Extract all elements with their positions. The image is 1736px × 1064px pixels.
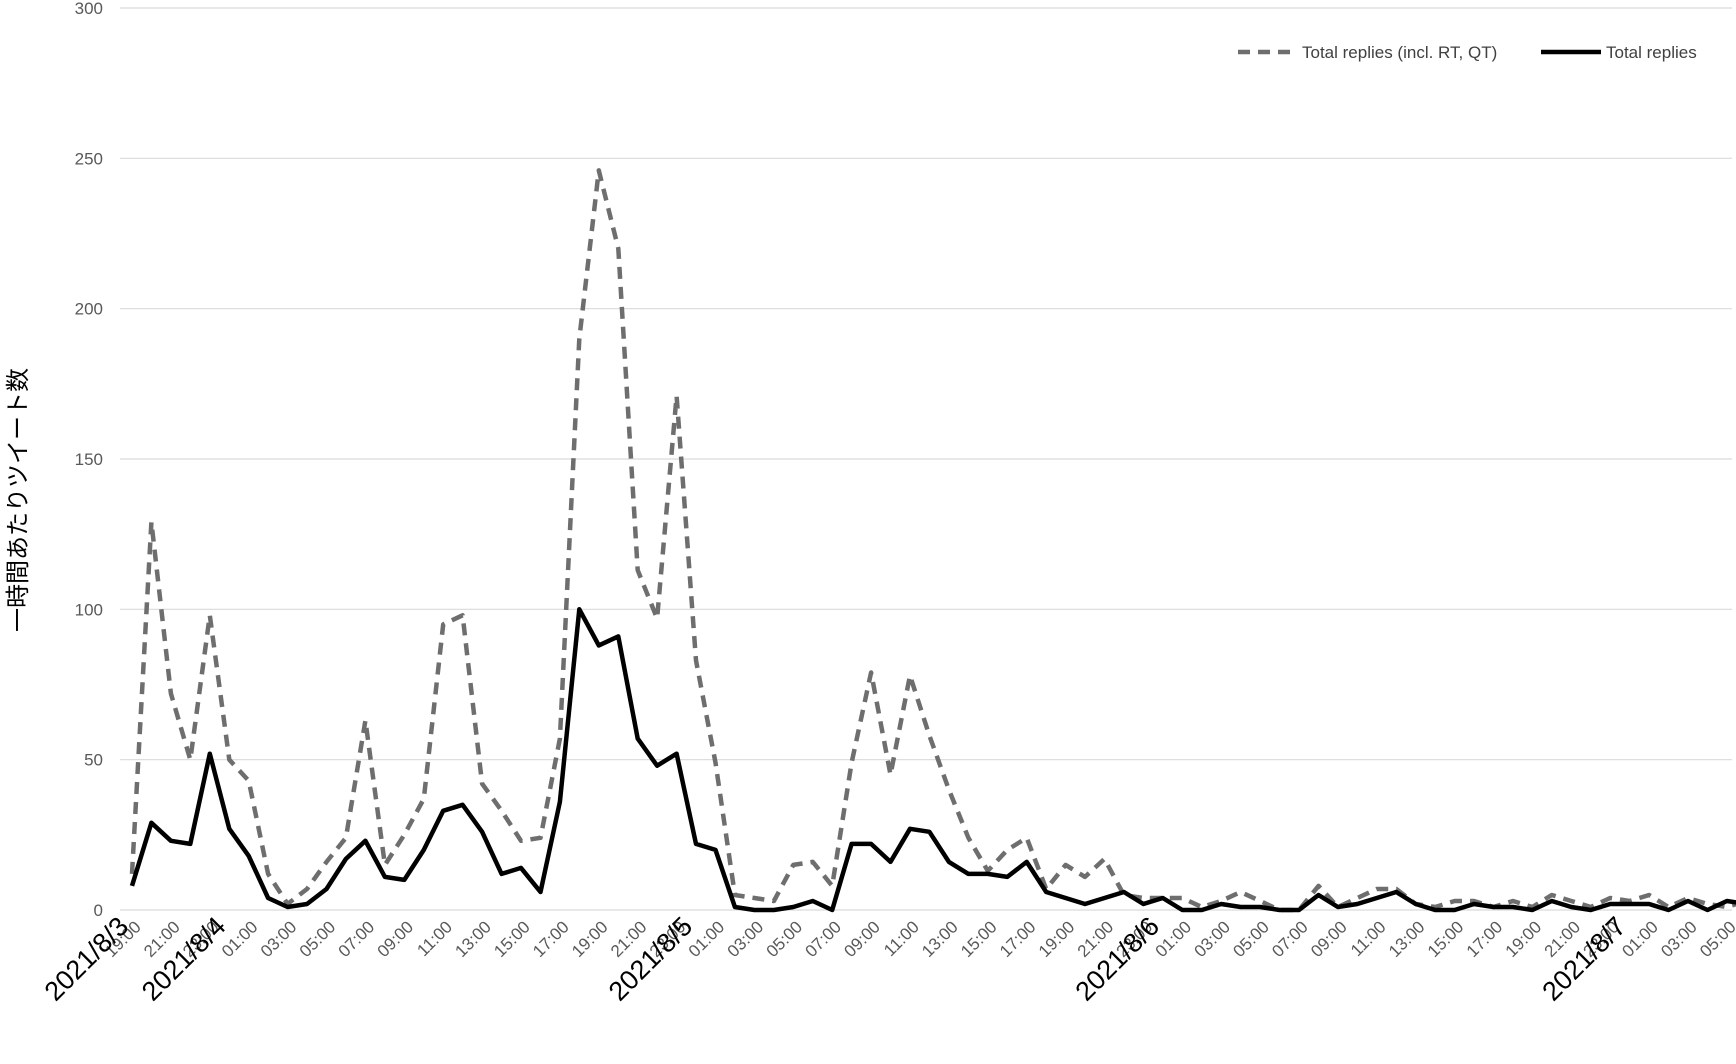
x-tick-label: 15:00 bbox=[1424, 917, 1468, 961]
x-tick-label: 07:00 bbox=[802, 917, 846, 961]
y-axis-ticks: 0 50 100 150 200 250 300 bbox=[75, 0, 103, 920]
y-tick-label: 300 bbox=[75, 0, 103, 18]
legend-label-total-replies-incl-rt-qt: Total replies (incl. RT, QT) bbox=[1302, 43, 1497, 62]
x-tick-label: 03:00 bbox=[1657, 917, 1701, 961]
x-tick-label: 15:00 bbox=[490, 917, 534, 961]
x-tick-label: 07:00 bbox=[1268, 917, 1312, 961]
x-tick-label: 15:00 bbox=[957, 917, 1001, 961]
legend: Total replies (incl. RT, QT) Total repli… bbox=[1238, 43, 1697, 62]
x-tick-label: 19:00 bbox=[1502, 917, 1546, 961]
x-tick-label: 07:00 bbox=[335, 917, 379, 961]
x-tick-label: 11:00 bbox=[413, 917, 456, 960]
legend-label-total-replies: Total replies bbox=[1606, 43, 1697, 62]
x-tick-label: 19:00 bbox=[568, 917, 612, 961]
series-lines bbox=[129, 168, 1736, 913]
x-tick-label: 11:00 bbox=[880, 917, 923, 960]
y-tick-label: 150 bbox=[75, 450, 103, 469]
x-tick-label: 09:00 bbox=[374, 917, 418, 961]
x-tick-label: 13:00 bbox=[1385, 917, 1429, 961]
y-tick-label: 250 bbox=[75, 149, 103, 168]
gridlines bbox=[120, 7, 1732, 911]
y-tick-label: 100 bbox=[75, 600, 103, 619]
series-line-total-replies bbox=[129, 607, 1736, 913]
x-tick-label: 05:00 bbox=[763, 917, 807, 961]
x-tick-label: 13:00 bbox=[918, 917, 962, 961]
x-date-label: 2021/8/3 bbox=[39, 911, 135, 1007]
x-tick-label: 17:00 bbox=[529, 917, 573, 961]
x-tick-label: 03:00 bbox=[1191, 917, 1235, 961]
series-line-total-replies-incl-rt-qt bbox=[129, 168, 1736, 913]
x-tick-label: 19:00 bbox=[1035, 917, 1079, 961]
x-tick-label: 11:00 bbox=[1347, 917, 1390, 960]
x-tick-label: 09:00 bbox=[840, 917, 884, 961]
x-tick-label: 05:00 bbox=[1696, 917, 1736, 961]
y-tick-label: 50 bbox=[84, 751, 103, 770]
x-tick-label: 09:00 bbox=[1307, 917, 1351, 961]
x-tick-label: 17:00 bbox=[1463, 917, 1507, 961]
x-tick-label: 17:00 bbox=[996, 917, 1040, 961]
x-tick-label: 03:00 bbox=[724, 917, 768, 961]
y-axis-label: 一時間あたりツイート数 bbox=[4, 368, 32, 632]
x-axis-hour-ticks: 19:0021:0023:0001:0003:0005:0007:0009:00… bbox=[101, 917, 1736, 961]
x-tick-label: 05:00 bbox=[296, 917, 340, 961]
y-tick-label: 0 bbox=[94, 901, 103, 920]
x-tick-label: 05:00 bbox=[1229, 917, 1273, 961]
y-tick-label: 200 bbox=[75, 300, 103, 319]
x-tick-label: 13:00 bbox=[451, 917, 495, 961]
x-tick-label: 03:00 bbox=[257, 917, 301, 961]
